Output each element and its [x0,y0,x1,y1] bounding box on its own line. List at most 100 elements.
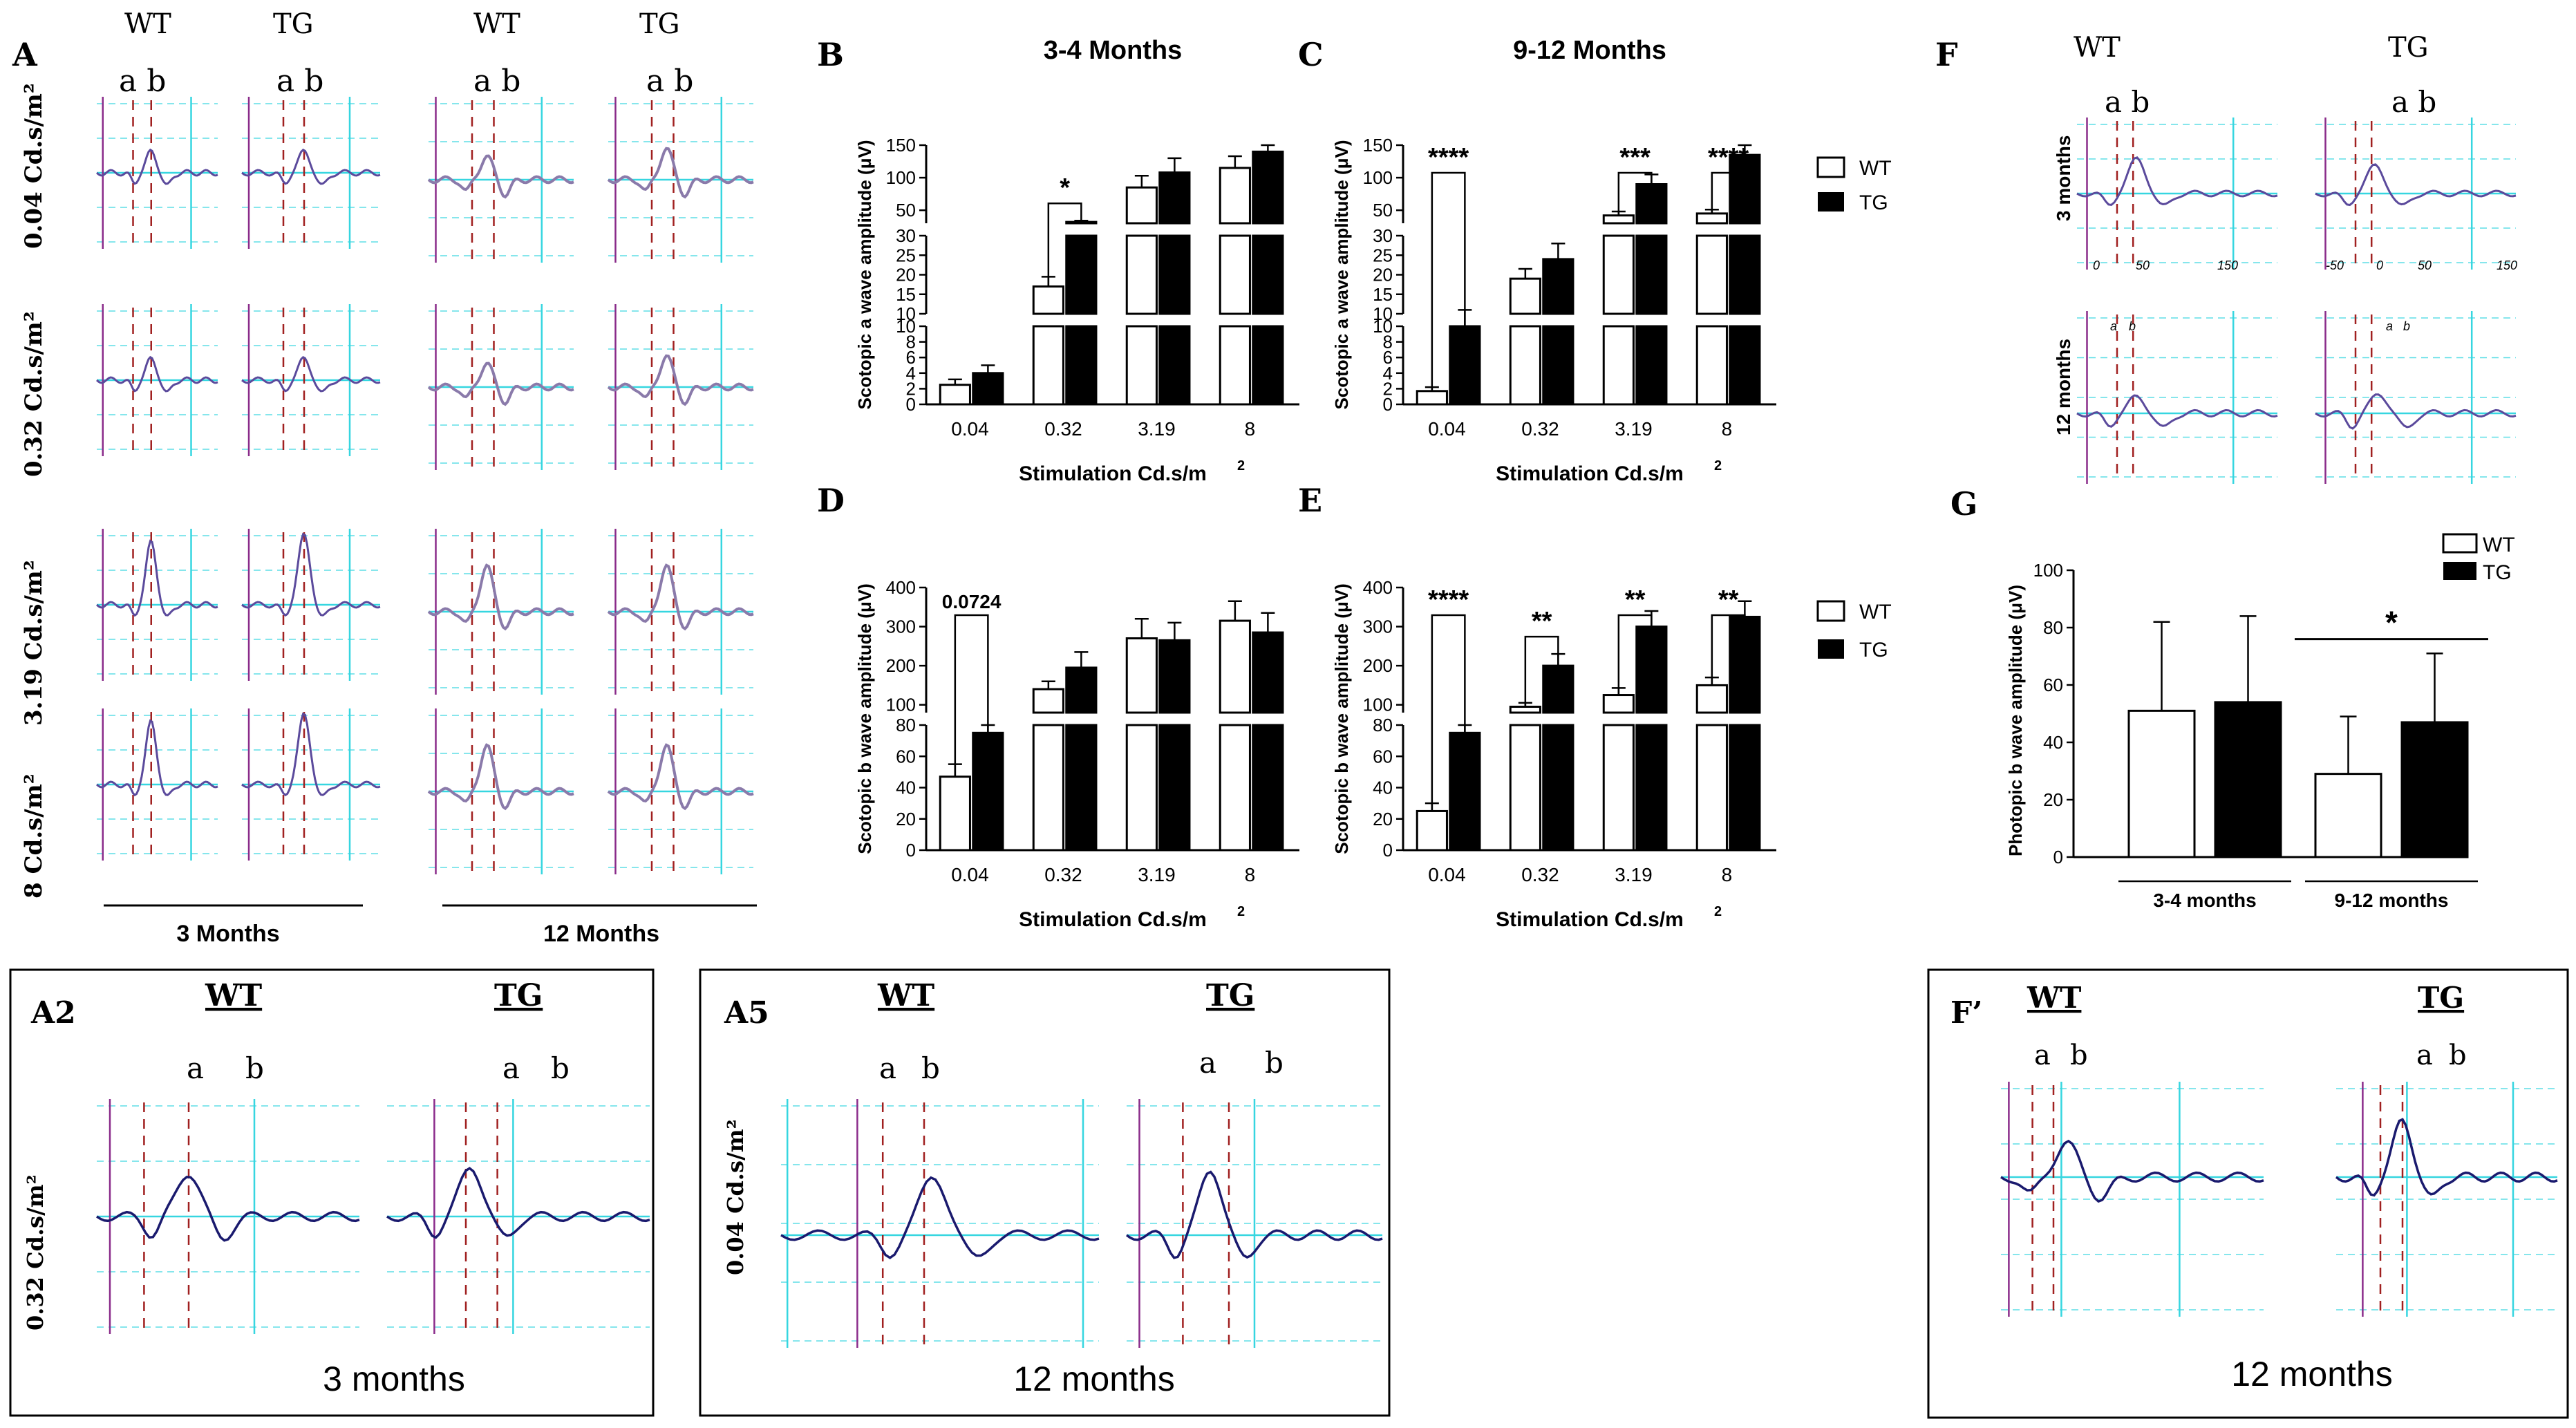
panel-letter-c: C [1298,36,1324,73]
bar-tg [1065,220,1098,225]
x-tick-label: 3.19 [1615,864,1653,885]
panel-a-ab-label: a b [473,64,520,99]
erg-waveform [241,712,381,797]
y-tick-label: 300 [1363,617,1393,637]
panel-f-wt-label: WT [2074,32,2121,64]
bar-tg [1252,234,1284,315]
x-tick-label: 3-4 months [2153,890,2256,911]
x-tick-label: 8 [1722,864,1733,885]
panel-f-tick: 150 [2497,259,2517,272]
y-tick-label: 400 [1363,577,1393,598]
y-tick-label: 100 [1363,695,1393,715]
y-tick-label: 20 [2043,789,2063,810]
panel-f-ab-label: a b [2391,85,2436,119]
erg-trace [386,1099,650,1334]
y-tick-label: 30 [1373,225,1393,246]
y-tick-label: 20 [1373,265,1393,285]
y-tick-label: 4 [906,363,916,384]
bar-wt [939,776,971,852]
panel-letter-f: F [1935,36,1958,73]
erg-trace [607,529,754,695]
bar-wt [1219,234,1251,315]
significance-bracket [1431,614,1466,811]
x-tick-label: 0.32 [1521,418,1559,440]
erg-trace [427,529,574,695]
erg-trace [2076,118,2278,270]
erg-waveform [386,1167,650,1239]
bar-tg [1729,325,1761,406]
significance-label: *** [1619,143,1651,172]
bar-wt [1125,234,1158,315]
bar-tg [1635,626,1668,714]
panel-f-tg-label: TG [2388,32,2429,64]
bar-wt [1416,390,1448,406]
erg-waveform [96,355,218,393]
erg-trace [241,708,381,861]
legend-wt-label: WT [1859,601,1892,623]
legend-tg-swatch [1818,639,1844,659]
bar-tg [1449,731,1481,852]
y-tick-label: 100 [886,695,916,715]
erg-trace [780,1099,1100,1348]
panel-f-12m-a: a [2110,319,2117,333]
erg-waveform [607,354,754,406]
panel-f-tick: 50 [2136,259,2150,272]
bar-tg [1542,724,1574,852]
y-axis-label: Scotopic b wave amplitude (μV) [854,583,875,854]
y-tick-label: 0 [906,394,916,415]
panel-a2-a: a [187,1051,204,1085]
bar-wt [1602,214,1635,225]
bar-wt [1125,637,1158,714]
x-axis-label: Stimulation Cd.s/m [1496,908,1684,931]
bar-wt [1219,619,1251,714]
significance-bracket [1617,614,1653,695]
panel-a2-wt: WT [205,978,262,1013]
bar-tg [1158,234,1191,315]
erg-waveform [96,539,218,617]
erg-waveform [780,1176,1100,1259]
bar-tg [1158,171,1191,225]
y-tick-label: 200 [1363,655,1393,676]
significance-bracket [1617,171,1653,216]
bar-wt [1602,724,1635,852]
legend-wt-swatch [2442,533,2478,554]
erg-trace [427,708,574,874]
panel-a-row-label-3.19: 3.19 Cd.s/m² [20,560,48,726]
erg-waveform [1125,1170,1383,1259]
panel-a5-b: b [1265,1046,1284,1080]
panel-fprime-b: b [2070,1040,2088,1071]
bar-tg [1065,234,1098,315]
bar-tg [1542,258,1574,315]
legend-tg-label: TG [2483,561,2512,584]
bar-tg [1449,325,1481,406]
panel-letter-a: A [12,36,38,73]
bar-wt [1509,706,1541,714]
bar-tg [1158,639,1191,714]
erg-waveform [607,743,754,811]
bar-wt [1602,234,1635,315]
y-tick-label: 60 [2043,675,2063,695]
y-tick-label: 40 [1373,778,1393,798]
y-tick-label: 400 [886,577,916,598]
significance-bracket [1711,614,1746,686]
erg-waveform [2315,393,2517,430]
bar-tg [1635,183,1668,225]
chart-title: 9-12 Months [1513,36,1666,65]
y-tick-label: 6 [1383,347,1393,368]
erg-trace [241,304,381,456]
chart-title: 3-4 Months [1044,36,1183,65]
panel-a5-tg: TG [1206,978,1254,1013]
bar-tg [1065,325,1098,406]
panel-a5-a: a [1199,1046,1216,1080]
y-tick-label: 0 [2053,847,2063,867]
x-axis-label-superscript: 2 [1237,458,1245,473]
y-tick-label: 40 [2043,732,2063,753]
erg-trace [2000,1082,2264,1317]
legend-tg-swatch [2443,562,2476,580]
panel-a5-wt: WT [877,978,934,1013]
